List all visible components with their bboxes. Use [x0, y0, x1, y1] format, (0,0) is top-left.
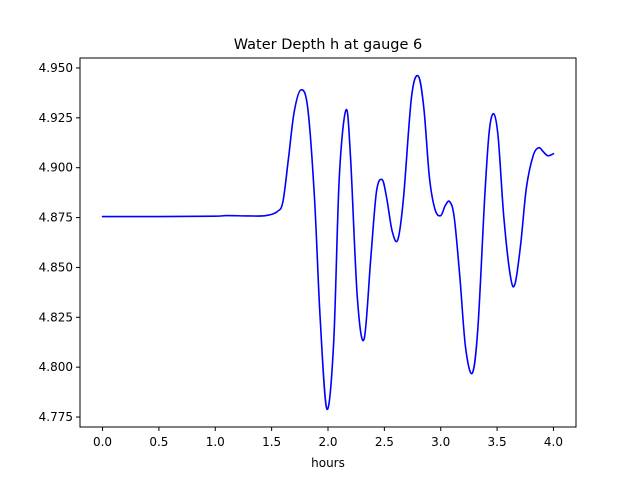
- y-tick-label: 4.925: [39, 111, 73, 125]
- x-tick-label: 2.0: [318, 435, 337, 449]
- x-tick-label: 3.0: [431, 435, 450, 449]
- x-tick-label: 3.5: [488, 435, 507, 449]
- series-line: [101, 74, 555, 411]
- x-axis-title: hours: [311, 456, 345, 470]
- y-tick-label: 4.875: [39, 211, 73, 225]
- plot-frame: [79, 57, 577, 428]
- y-tick-label: 4.825: [39, 310, 73, 324]
- x-tick-label: 0.5: [149, 435, 168, 449]
- y-tick-label: 4.850: [39, 260, 73, 274]
- axis-ticks: 0.0 0.5 1.0 1.5 2.0 2.5 3.0 3.5 4.0 4.775 4.800 4.8…: [39, 61, 563, 449]
- x-tick-label: 1.0: [206, 435, 225, 449]
- x-tick-label: 2.5: [375, 435, 394, 449]
- y-tick-label: 4.950: [39, 61, 73, 75]
- y-tick-label: 4.900: [39, 161, 73, 175]
- x-tick-label: 1.5: [262, 435, 281, 449]
- series-layer: [101, 74, 555, 411]
- x-tick-label: 0.0: [93, 435, 112, 449]
- y-tick-label: 4.775: [39, 410, 73, 424]
- y-tick-label: 4.800: [39, 360, 73, 374]
- x-tick-label: 4.0: [544, 435, 563, 449]
- chart-title: Water Depth h at gauge 6: [234, 37, 422, 53]
